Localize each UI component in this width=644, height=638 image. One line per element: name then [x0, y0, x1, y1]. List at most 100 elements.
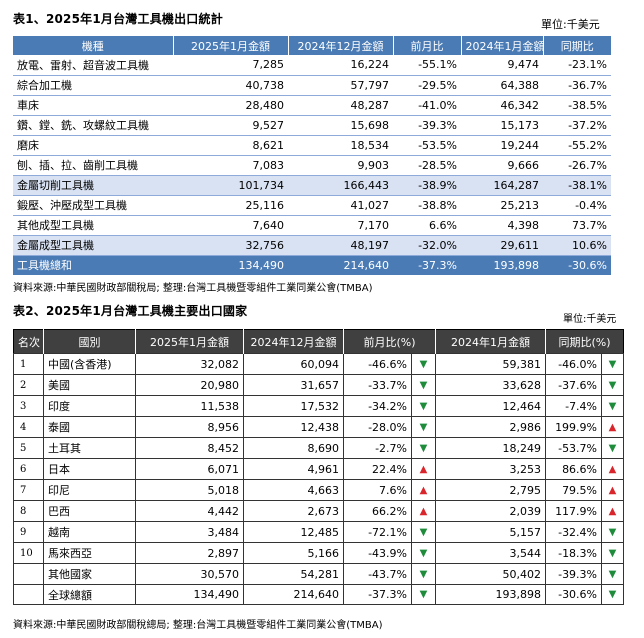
value-cell: -30.6% — [545, 584, 603, 605]
rank-cell: 3 — [13, 395, 44, 417]
value-cell: -41.0% — [393, 95, 461, 116]
value-cell: 214,640 — [243, 584, 344, 605]
rank-cell: 9 — [13, 521, 44, 543]
value-cell: 101,734 — [173, 175, 288, 196]
value-cell: 32,756 — [173, 235, 288, 256]
trend-arrow-cell: ▼ — [410, 395, 437, 417]
trend-arrow-cell: ▲ — [601, 416, 625, 438]
country-cell: 日本 — [43, 458, 136, 480]
value-cell: 50,402 — [435, 563, 547, 585]
value-cell: -53.7% — [545, 437, 603, 459]
value-cell: 2,673 — [243, 500, 344, 522]
value-cell: -32.4% — [545, 521, 603, 543]
table-row: 9 越南 3,484 12,485 -72.1% ▼ 5,157 -32.4% ▼ — [13, 521, 625, 543]
triangle-down-icon: ▼ — [608, 379, 617, 391]
triangle-up-icon: ▲ — [419, 463, 428, 475]
value-cell: 2,897 — [135, 542, 244, 564]
value-cell: 73.7% — [543, 215, 611, 236]
value-cell: -33.7% — [343, 374, 412, 396]
value-cell: 20,980 — [135, 374, 244, 396]
value-cell: 9,903 — [288, 155, 393, 176]
triangle-down-icon: ▼ — [608, 589, 617, 600]
value-cell: 11,538 — [135, 395, 244, 417]
triangle-down-icon: ▼ — [608, 400, 617, 412]
table-row: 車床 28,480 48,287 -41.0% 46,342 -38.5% — [13, 95, 611, 116]
table1-title: 表1、2025年1月台灣工具機出口統計 — [13, 12, 223, 26]
value-cell: 48,287 — [288, 95, 393, 116]
trend-arrow-cell: ▼ — [410, 437, 437, 459]
value-cell: 46,342 — [461, 95, 543, 116]
column-header: 2025年1月金額 — [173, 36, 289, 55]
table-row: 全球總額 134,490 214,640 -37.3% ▼ 193,898 -30.6% ▼ — [13, 584, 625, 605]
table1-unit: 單位:千美元 — [541, 18, 600, 31]
value-cell: 134,490 — [173, 255, 288, 275]
value-cell: 117.9% — [545, 500, 603, 522]
trend-arrow-cell: ▼ — [410, 584, 437, 605]
table-row: 工具機總和 134,490 214,640 -37.3% 193,898 -30.6% — [13, 255, 611, 275]
value-cell: 15,173 — [461, 115, 543, 136]
trend-arrow-cell: ▼ — [410, 416, 437, 438]
value-cell: -28.0% — [343, 416, 412, 438]
value-cell: 3,253 — [435, 458, 547, 480]
value-cell: -46.0% — [545, 353, 603, 375]
value-cell: 166,443 — [288, 175, 393, 196]
machine-type-cell: 金屬切削工具機 — [13, 175, 173, 196]
value-cell: 8,621 — [173, 135, 288, 156]
table-row: 7 印尼 5,018 4,663 7.6% ▲ 2,795 79.5% ▲ — [13, 479, 625, 501]
value-cell: 64,388 — [461, 75, 543, 96]
table-row: 2 美國 20,980 31,657 -33.7% ▼ 33,628 -37.6% ▼ — [13, 374, 625, 396]
column-header: 前月比(%) — [343, 329, 437, 354]
value-cell: -39.3% — [393, 115, 461, 136]
triangle-down-icon: ▼ — [419, 442, 428, 454]
table-row: 8 巴西 4,442 2,673 66.2% ▲ 2,039 117.9% ▲ — [13, 500, 625, 522]
table1-source-note: 資料來源:中華民國財政部關稅局; 整理:台灣工具機暨零組件工業同業公會(TMBA… — [13, 283, 373, 294]
value-cell: -30.6% — [543, 255, 611, 275]
column-header: 名次 — [13, 329, 44, 354]
country-cell: 全球總額 — [43, 584, 136, 605]
table-header-row: 機種 2025年1月金額 2024年12月金額 前月比 2024年1月金額 同期… — [13, 36, 611, 55]
trend-arrow-cell: ▲ — [601, 458, 625, 480]
country-cell: 中國(含香港) — [43, 353, 136, 375]
value-cell: 3,484 — [135, 521, 244, 543]
value-cell: 8,690 — [243, 437, 344, 459]
value-cell: 31,657 — [243, 374, 344, 396]
table-row: 3 印度 11,538 17,532 -34.2% ▼ 12,464 -7.4% ▼ — [13, 395, 625, 417]
country-cell: 土耳其 — [43, 437, 136, 459]
value-cell: -37.2% — [543, 115, 611, 136]
value-cell: 199.9% — [545, 416, 603, 438]
table-row: 10 馬來西亞 2,897 5,166 -43.9% ▼ 3,544 -18.3% ▼ — [13, 542, 625, 564]
value-cell: -7.4% — [545, 395, 603, 417]
triangle-up-icon: ▲ — [419, 484, 428, 496]
triangle-down-icon: ▼ — [419, 421, 428, 433]
column-header: 機種 — [13, 36, 174, 55]
table-row: 鑽、鏜、銑、攻螺紋工具機 9,527 15,698 -39.3% 15,173 -37.2… — [13, 115, 611, 136]
value-cell: 10.6% — [543, 235, 611, 256]
value-cell: -2.7% — [343, 437, 412, 459]
triangle-up-icon: ▲ — [608, 463, 617, 475]
value-cell: 48,197 — [288, 235, 393, 256]
value-cell: 32,082 — [135, 353, 244, 375]
rank-cell: 2 — [13, 374, 44, 396]
value-cell: 134,490 — [135, 584, 244, 605]
trend-arrow-cell: ▲ — [410, 458, 437, 480]
triangle-down-icon: ▼ — [419, 526, 428, 538]
triangle-down-icon: ▼ — [608, 547, 617, 559]
table-row: 鍛壓、沖壓成型工具機 25,116 41,027 -38.8% 25,213 -0.4% — [13, 195, 611, 216]
value-cell: 29,611 — [461, 235, 543, 256]
value-cell: 6,071 — [135, 458, 244, 480]
value-cell: 28,480 — [173, 95, 288, 116]
value-cell: 164,287 — [461, 175, 543, 196]
value-cell: 4,442 — [135, 500, 244, 522]
table-row: 4 泰國 8,956 12,438 -28.0% ▼ 2,986 199.9% ▲ — [13, 416, 625, 438]
triangle-down-icon: ▼ — [419, 547, 428, 559]
value-cell: -32.0% — [393, 235, 461, 256]
value-cell: -55.2% — [543, 135, 611, 156]
value-cell: -43.7% — [343, 563, 412, 585]
triangle-down-icon: ▼ — [419, 589, 428, 600]
column-header: 2024年12月金額 — [243, 329, 344, 354]
value-cell: 18,249 — [435, 437, 547, 459]
value-cell: -53.5% — [393, 135, 461, 156]
value-cell: -36.7% — [543, 75, 611, 96]
column-header: 前月比 — [393, 36, 462, 55]
column-header: 2024年12月金額 — [288, 36, 394, 55]
